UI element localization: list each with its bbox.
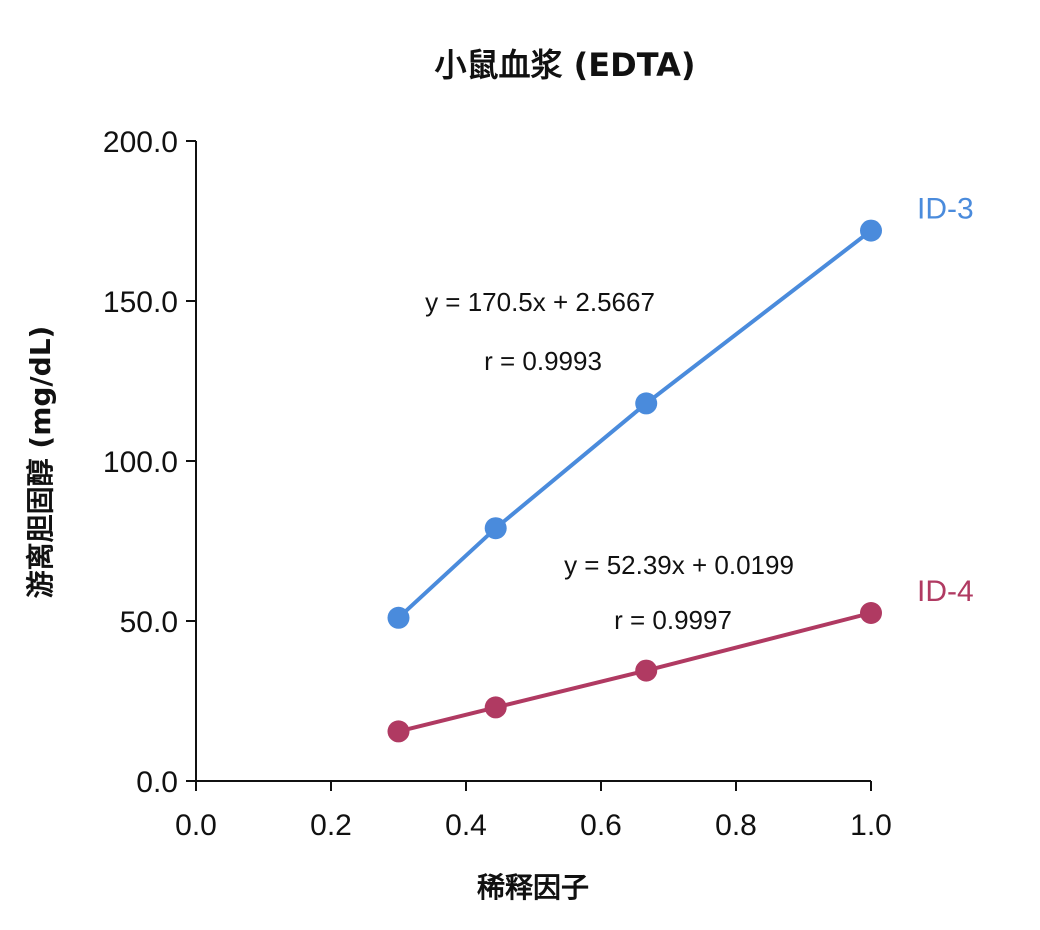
id4-equation: y = 52.39x + 0.0199	[564, 550, 794, 580]
x-axis-title: 稀释因子	[477, 871, 589, 904]
y-tick-label: 50.0	[120, 606, 178, 639]
data-point-id-3	[860, 219, 882, 242]
y-tick-label: 150.0	[103, 286, 178, 319]
x-tick-label: 0.0	[175, 809, 217, 842]
id3-equation: y = 170.5x + 2.5667	[425, 287, 655, 317]
data-point-id-4	[484, 696, 507, 719]
id3-r-value: r = 0.9993	[484, 346, 602, 376]
x-tick-label: 0.6	[580, 809, 622, 842]
series-line-id-4	[398, 611, 872, 734]
series-label-id-4: ID-4	[917, 575, 974, 608]
data-point-id-3	[387, 606, 410, 629]
data-point-id-4	[860, 602, 882, 624]
data-point-id-3	[484, 517, 507, 540]
y-axis-title-group: 游离胆固醇 (mg/dL)	[24, 326, 57, 599]
data-point-id-3	[635, 392, 658, 415]
y-tick-label: 0.0	[136, 766, 178, 799]
x-ticks: 0.0 0.2 0.4 0.6 0.8 1.0	[175, 781, 892, 842]
y-ticks: 0.0 50.0 100.0 150.0 200.0	[103, 126, 196, 799]
series-layer: ID-3 ID-4	[387, 193, 974, 743]
chart-title: 小鼠血浆 (EDTA)	[435, 46, 696, 84]
x-tick-label: 0.8	[715, 809, 757, 842]
y-axis-title: 游离胆固醇 (mg/dL)	[24, 326, 57, 599]
data-point-id-4	[387, 720, 410, 743]
y-tick-label: 100.0	[103, 446, 178, 479]
x-tick-label: 1.0	[850, 809, 892, 842]
data-point-id-4	[635, 659, 658, 682]
x-tick-label: 0.4	[445, 809, 487, 842]
id4-r-value: r = 0.9997	[614, 605, 732, 635]
series-label-id-3: ID-3	[917, 193, 974, 226]
series-line-id-3	[397, 229, 873, 620]
y-tick-label: 200.0	[103, 126, 178, 159]
x-tick-label: 0.2	[310, 809, 352, 842]
